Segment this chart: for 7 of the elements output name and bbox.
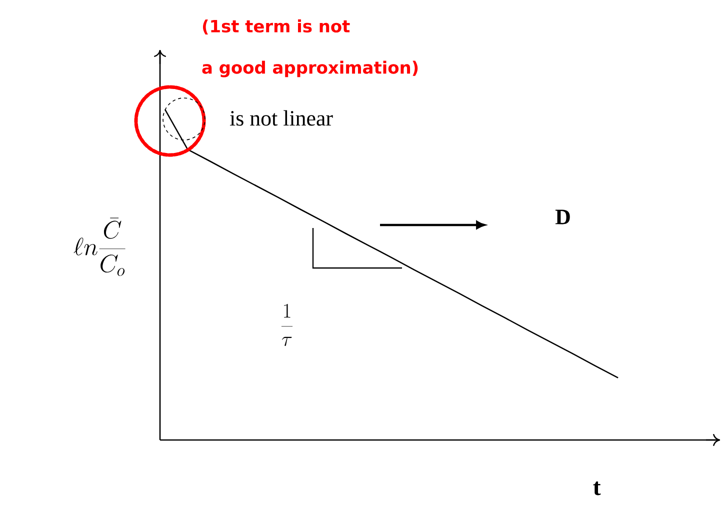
x-axis-title: t: [593, 482, 601, 496]
annotation: D: [555, 210, 570, 224]
annotation: is not linear: [230, 110, 333, 126]
y-axis-title: $\ell n\frac{\bar{C}}{C_o}$: [74, 218, 126, 276]
text: (1st term is not: [202, 19, 350, 35]
text: a good approximation): [202, 60, 418, 78]
annotation: $\frac{1}{\tau}$: [281, 304, 293, 346]
